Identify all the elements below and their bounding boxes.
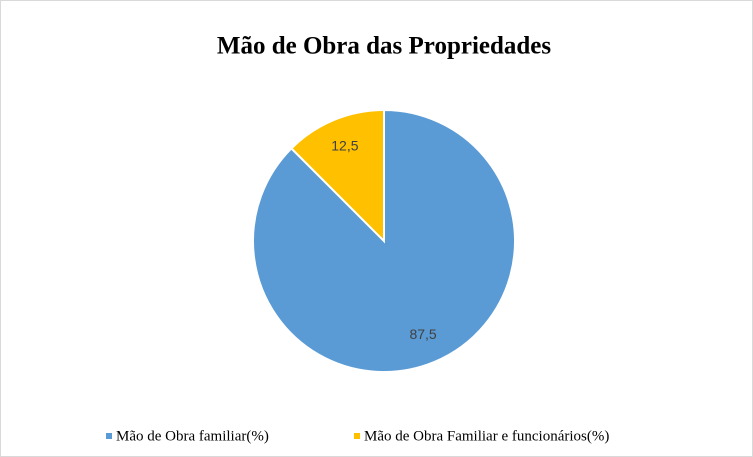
legend-swatch (354, 433, 360, 439)
data-label: 87,5 (409, 326, 436, 342)
legend-swatch (106, 433, 112, 439)
chart-title: Mão de Obra das Propriedades (217, 33, 552, 60)
pie-slice (289, 108, 385, 244)
legend-label: Mão de Obra familiar(%) (116, 428, 269, 444)
pie-slice (252, 108, 516, 373)
data-label: 12,5 (331, 137, 358, 153)
legend-label: Mão de Obra Familiar e funcionários(%) (364, 428, 609, 444)
